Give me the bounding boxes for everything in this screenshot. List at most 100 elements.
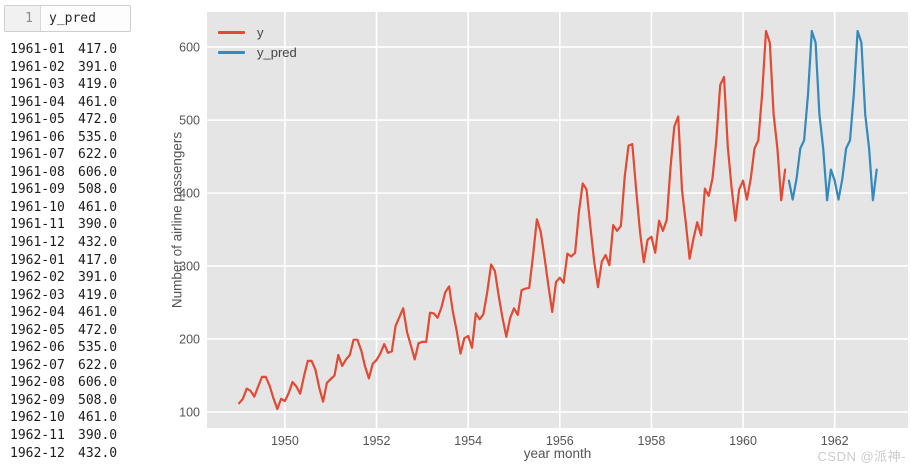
row-date: 1961-10 xyxy=(10,199,65,215)
row-value: 390.0 xyxy=(78,217,118,233)
output-row: 1961-11 390.0 xyxy=(0,217,150,235)
x-tick-label: 1956 xyxy=(546,434,574,448)
legend-swatch-y-pred xyxy=(218,50,245,54)
row-date: 1962-11 xyxy=(10,428,65,444)
row-value: 535.0 xyxy=(78,340,118,356)
x-tick-label: 1950 xyxy=(271,434,299,448)
x-tick-label: 1962 xyxy=(821,434,849,448)
row-date: 1961-05 xyxy=(10,112,65,128)
output-row: 1961-05 472.0 xyxy=(0,112,150,130)
row-date: 1961-01 xyxy=(10,42,65,57)
row-value: 432.0 xyxy=(78,235,118,251)
row-date: 1961-11 xyxy=(10,217,65,233)
row-value: 508.0 xyxy=(78,182,118,198)
legend-label-y: y xyxy=(257,24,264,40)
row-value: 461.0 xyxy=(78,305,118,321)
y-tick-label: 500 xyxy=(179,114,200,128)
output-row: 1962-07 622.0 xyxy=(0,358,150,376)
csdn-watermark: CSDN @派神- xyxy=(817,449,906,464)
row-date: 1962-10 xyxy=(10,410,65,426)
editor-output-panel: 1 y_pred 1961-01 417.0 1961-02 391.0 1961-03… xyxy=(0,0,155,472)
row-value: 472.0 xyxy=(78,322,118,338)
code-input[interactable]: y_pred xyxy=(49,11,96,26)
row-value: 461.0 xyxy=(78,410,118,426)
legend-item-y-pred: y_pred xyxy=(218,42,297,62)
row-date: 1961-08 xyxy=(10,164,65,180)
y-tick-label: 400 xyxy=(179,186,200,200)
output-row: 1961-07 622.0 xyxy=(0,147,150,165)
row-value: 390.0 xyxy=(78,428,118,444)
output-row: 1961-08 606.0 xyxy=(0,165,150,183)
output-row: 1962-04 461.0 xyxy=(0,305,150,323)
row-value: 606.0 xyxy=(78,164,118,180)
row-value: 461.0 xyxy=(78,199,118,215)
line-number-gutter: 1 xyxy=(5,6,41,31)
output-row: 1961-10 461.0 xyxy=(0,200,150,218)
x-tick-label: 1960 xyxy=(729,434,757,448)
row-date: 1961-03 xyxy=(10,77,65,93)
chart-figure: 100 200 300 400 500 600 1950 1952 1954 1956 1958 19… xyxy=(155,0,912,472)
output-row: 1961-03 419.0 xyxy=(0,77,150,95)
line-chart: 100 200 300 400 500 600 1950 1952 1954 1956 1958 19… xyxy=(179,12,908,448)
legend-label-y-pred: y_pred xyxy=(257,44,297,60)
series-line-y_pred xyxy=(787,29,878,202)
output-row: 1962-08 606.0 xyxy=(0,375,150,393)
output-row: 1962-05 472.0 xyxy=(0,323,150,341)
output-row: 1962-09 508.0 xyxy=(0,393,150,411)
x-axis-label: year month xyxy=(523,446,592,461)
row-value: 535.0 xyxy=(78,129,118,145)
row-value: 391.0 xyxy=(78,59,118,75)
row-value: 622.0 xyxy=(78,357,118,373)
row-date: 1961-09 xyxy=(10,182,65,198)
output-row: 1961-02 391.0 xyxy=(0,60,150,78)
row-date: 1962-05 xyxy=(10,322,65,338)
row-date: 1962-09 xyxy=(10,392,65,408)
x-tick-label: 1952 xyxy=(363,434,391,448)
series-line-y xyxy=(237,29,787,411)
row-value: 417.0 xyxy=(78,42,118,57)
row-date: 1962-04 xyxy=(10,305,65,321)
code-cell[interactable]: 1 y_pred xyxy=(4,5,131,32)
output-row: 1962-11 390.0 xyxy=(0,428,150,446)
row-date: 1961-04 xyxy=(10,94,65,110)
output-row: 1962-01 417.0 xyxy=(0,253,150,271)
output-row: 1962-10 461.0 xyxy=(0,410,150,428)
output-row: 1962-03 419.0 xyxy=(0,288,150,306)
row-value: 417.0 xyxy=(78,252,118,268)
row-date: 1961-07 xyxy=(10,147,65,163)
row-date: 1961-12 xyxy=(10,235,65,251)
row-date: 1962-12 xyxy=(10,445,65,461)
legend-item-y: y xyxy=(218,22,297,42)
y-tick-label: 200 xyxy=(179,332,200,346)
row-value: 606.0 xyxy=(78,375,118,391)
row-value: 391.0 xyxy=(78,270,118,286)
row-date: 1962-01 xyxy=(10,252,65,268)
row-value: 472.0 xyxy=(78,112,118,128)
output-row: 1961-04 461.0 xyxy=(0,95,150,113)
y-tick-label: 600 xyxy=(179,41,200,55)
row-value: 419.0 xyxy=(78,287,118,303)
row-value: 508.0 xyxy=(78,392,118,408)
row-date: 1961-06 xyxy=(10,129,65,145)
row-date: 1962-03 xyxy=(10,287,65,303)
series-output-list: 1961-01 417.0 1961-02 391.0 1961-03 419.0 1961… xyxy=(0,42,150,463)
row-date: 1962-08 xyxy=(10,375,65,391)
output-row: 1962-06 535.0 xyxy=(0,340,150,358)
output-row: 1962-02 391.0 xyxy=(0,270,150,288)
output-row: 1961-12 432.0 xyxy=(0,235,150,253)
row-date: 1961-02 xyxy=(10,59,65,75)
row-value: 419.0 xyxy=(78,77,118,93)
row-value: 432.0 xyxy=(78,445,118,461)
row-date: 1962-02 xyxy=(10,270,65,286)
x-tick-label: 1958 xyxy=(638,434,666,448)
output-row: 1962-12 432.0 xyxy=(0,446,150,464)
y-tick-label: 300 xyxy=(179,259,200,273)
chart-legend: y y_pred xyxy=(218,22,297,62)
row-value: 461.0 xyxy=(78,94,118,110)
row-date: 1962-06 xyxy=(10,340,65,356)
row-value: 622.0 xyxy=(78,147,118,163)
output-row: 1961-01 417.0 xyxy=(0,42,150,60)
x-tick-label: 1954 xyxy=(454,434,482,448)
plot-background xyxy=(207,12,908,428)
